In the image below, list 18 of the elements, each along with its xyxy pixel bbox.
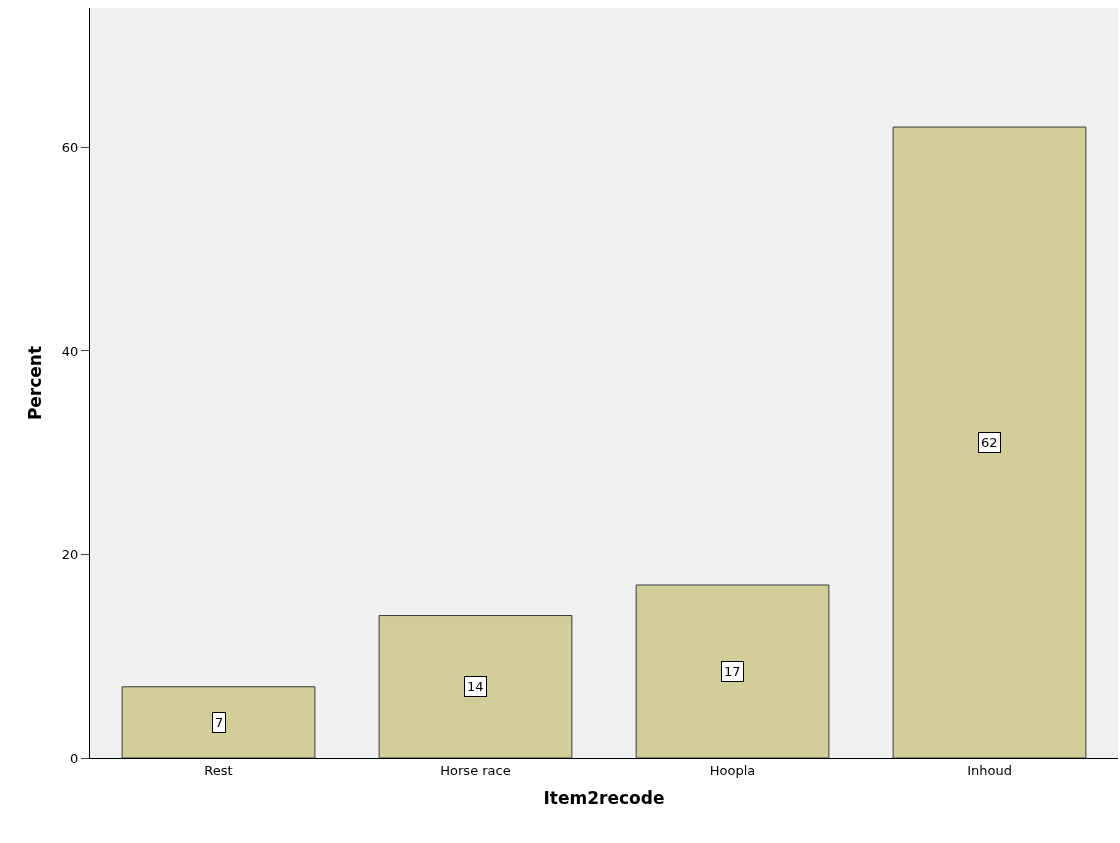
x-tick-label: Rest (204, 762, 233, 778)
y-tick-label: 60 (61, 139, 79, 155)
bar (378, 615, 573, 758)
y-tick-label: 20 (61, 547, 79, 563)
data-label: 17 (724, 664, 741, 679)
bar (892, 126, 1087, 758)
x-tick-label: Inhoud (967, 762, 1012, 778)
data-label: 62 (981, 435, 998, 450)
bar (121, 686, 316, 758)
bar (635, 584, 830, 758)
data-label: 14 (467, 679, 484, 694)
x-tick-label: Hoopla (709, 762, 756, 778)
x-axis-title: Item2recode (543, 788, 665, 808)
x-tick-label: Horse race (440, 762, 511, 778)
y-tick-label: 0 (70, 750, 79, 766)
y-tick-label: 40 (61, 343, 79, 359)
data-label: 7 (215, 715, 224, 730)
y-axis-title: Percent (25, 345, 46, 421)
